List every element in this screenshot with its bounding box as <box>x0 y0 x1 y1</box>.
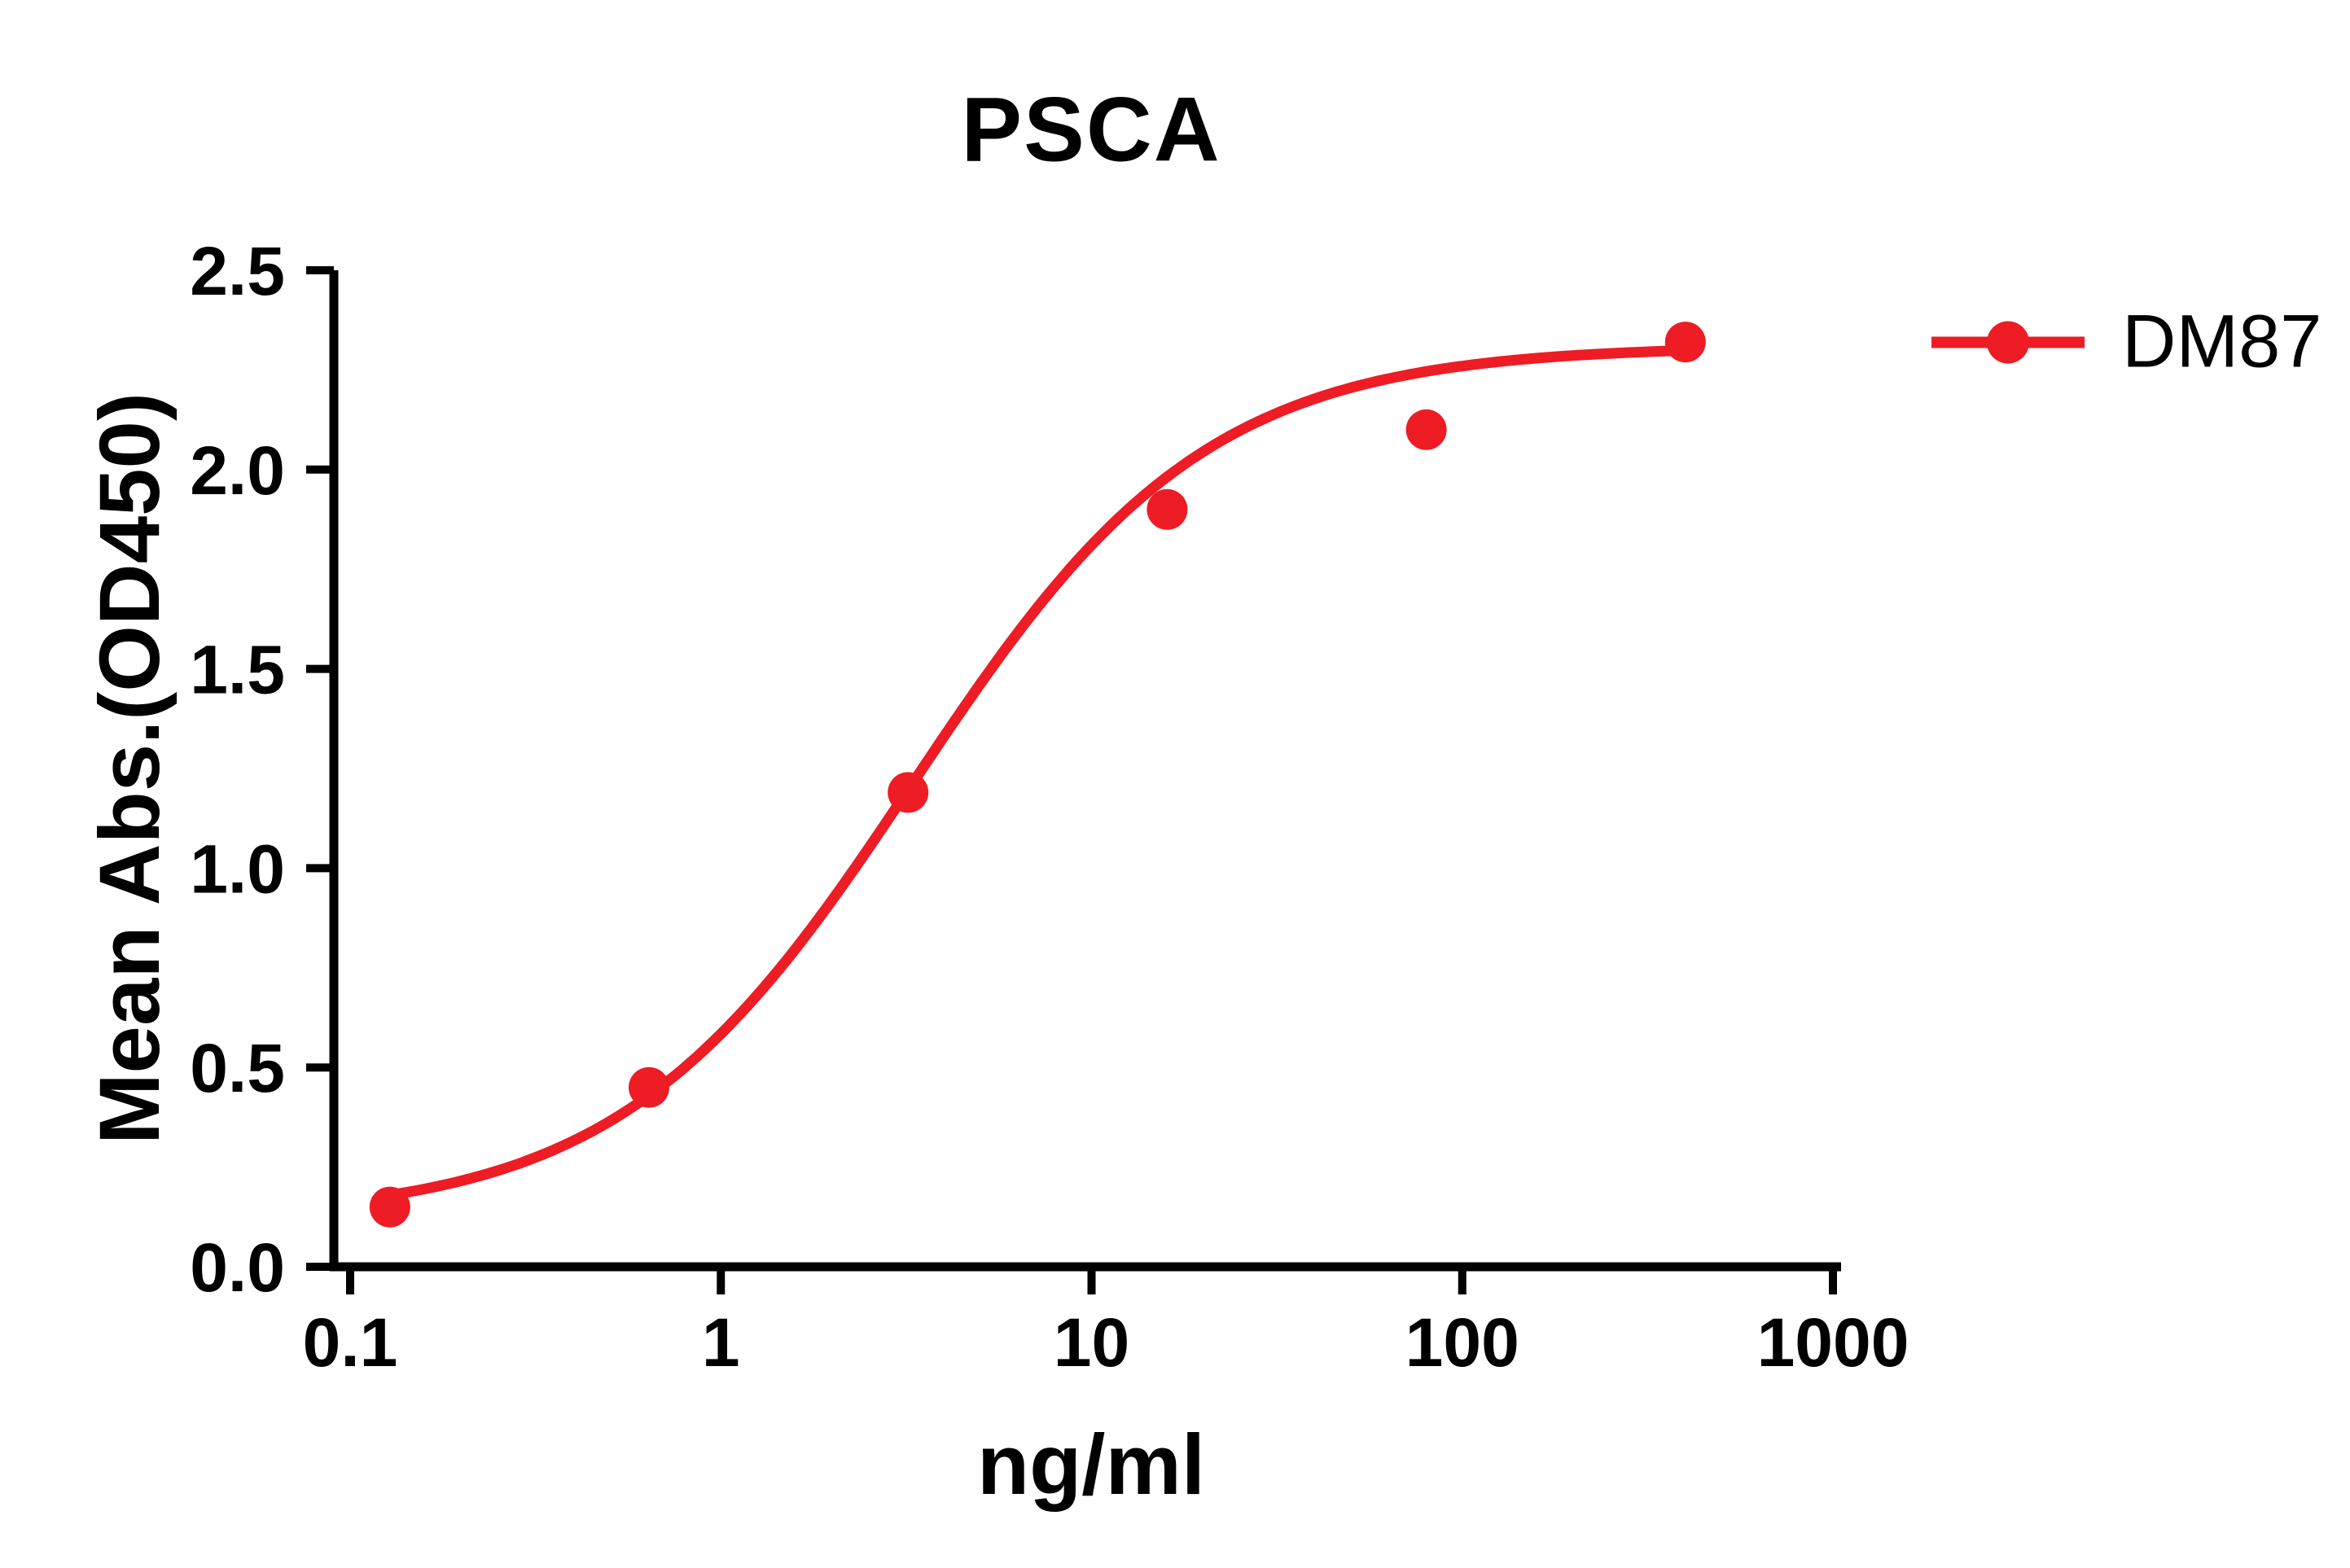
x-tick-label: 0.1 <box>303 1304 398 1381</box>
y-tick-label: 0.5 <box>190 1030 285 1106</box>
legend-dot-icon <box>1987 321 2029 363</box>
data-point <box>1664 322 1706 363</box>
y-tick-label: 2.0 <box>190 432 285 509</box>
x-tick-label: 10 <box>1054 1304 1129 1381</box>
legend: DM87 <box>1927 300 2322 385</box>
axis-lines <box>329 270 1841 1272</box>
data-point <box>1405 409 1447 450</box>
legend-marker-icon <box>1931 321 2085 363</box>
y-axis-label: Mean Abs.(OD450) <box>82 392 178 1145</box>
y-tick-label: 2.5 <box>190 233 285 309</box>
x-tick-label: 1 <box>702 1304 740 1381</box>
fit-curve <box>384 345 1691 1201</box>
y-tick-label: 1.5 <box>190 632 285 708</box>
data-point <box>629 1067 669 1108</box>
legend-series-label: DM87 <box>2122 300 2322 383</box>
data-point <box>1147 488 1188 530</box>
data-point <box>369 1186 410 1228</box>
x-tick-label: 1000 <box>1757 1304 1909 1381</box>
y-tick-label: 0.0 <box>190 1229 285 1306</box>
y-tick-label: 1.0 <box>190 830 285 907</box>
data-point <box>888 772 929 813</box>
x-tick-label: 100 <box>1405 1304 1519 1381</box>
chart-title: PSCA <box>961 78 1221 181</box>
x-axis-label: ng/ml <box>977 1417 1205 1513</box>
